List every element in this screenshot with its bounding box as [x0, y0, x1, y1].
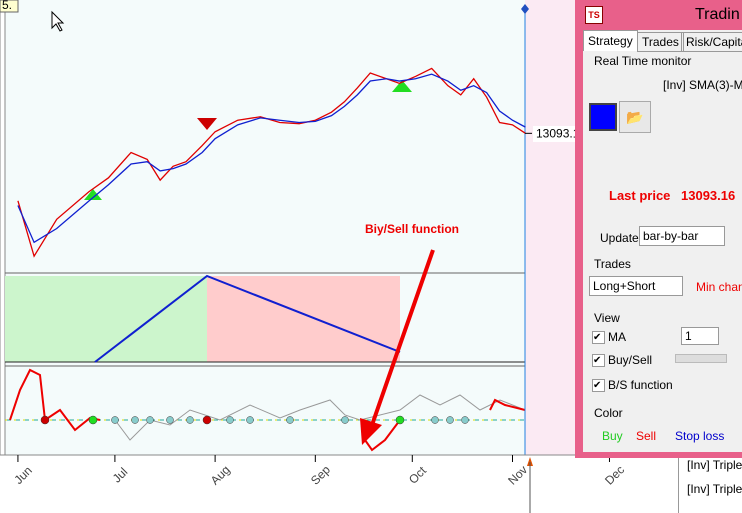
- slider[interactable]: [675, 354, 727, 363]
- window-title: Tradin: [695, 6, 740, 23]
- long-zone: [5, 276, 207, 362]
- dot: [111, 416, 119, 424]
- corner-box: [0, 0, 19, 13]
- mouse-cursor: [51, 10, 65, 32]
- checkbox[interactable]: ✔: [592, 331, 605, 344]
- checkbox-label: Buy/Sell: [608, 353, 653, 367]
- oscillator-red: [364, 419, 401, 452]
- buy-color[interactable]: Buy: [602, 429, 623, 443]
- group-label: View: [594, 311, 620, 325]
- sell-dot: [40, 415, 50, 425]
- checkbox-label: MA: [608, 330, 626, 344]
- price-line: [17, 73, 526, 244]
- dot: [146, 416, 154, 424]
- annotation-arrowhead: [360, 418, 382, 445]
- client: Strategy Trades Risk/Capita Real Time mo…: [583, 30, 742, 452]
- checkbox[interactable]: ✔: [592, 354, 605, 367]
- group-label: Real Time monitor: [594, 54, 692, 68]
- dot: [461, 416, 469, 424]
- dot: [431, 416, 439, 424]
- checkbox-label: B/S function: [608, 378, 673, 392]
- oscillator-gray: [114, 394, 526, 441]
- last-price-label: Last price: [609, 188, 671, 203]
- list: [Inv] Triple N [Inv] Triple N: [678, 458, 742, 513]
- ma-spinner[interactable]: 1: [681, 327, 719, 345]
- last-value-label: 13093.1: [536, 126, 580, 140]
- dot: [186, 416, 194, 424]
- price-tag-bg: [533, 126, 575, 142]
- open-button[interactable]: 📂: [619, 101, 651, 133]
- left-scale: [0, 0, 6, 456]
- sell-dot: [202, 415, 212, 425]
- list-row[interactable]: [Inv] Triple N: [687, 458, 742, 472]
- tab[interactable]: Risk/Capita: [681, 32, 742, 52]
- oscillator-red: [489, 398, 526, 411]
- trades-select[interactable]: Long+Short: [589, 276, 683, 296]
- update-label: Update: [600, 231, 639, 245]
- update-select[interactable]: bar-by-bar: [639, 226, 725, 246]
- app-icon: TS: [585, 6, 603, 24]
- min-change: Min chang: [696, 280, 742, 294]
- stop-color[interactable]: Stop loss: [675, 429, 725, 443]
- dot: [286, 416, 294, 424]
- signal-dots: [40, 415, 469, 425]
- window: TS Tradin Strategy Trades Risk/Capita Re…: [575, 0, 742, 458]
- sell-color[interactable]: Sell: [636, 429, 657, 443]
- cursor-handle: [521, 4, 529, 14]
- buy-marker: [84, 189, 102, 200]
- buy-dot: [88, 415, 98, 425]
- checkbox[interactable]: ✔: [592, 379, 605, 392]
- x-axis-bg: [0, 455, 742, 513]
- short-zone: [207, 276, 400, 362]
- dot: [131, 416, 139, 424]
- group-label: Color: [594, 406, 623, 420]
- group-label: Trades: [594, 257, 631, 271]
- buy-marker: [392, 80, 412, 92]
- annotation: Biy/Sell function: [365, 222, 459, 236]
- last-price: 13093.16: [681, 188, 736, 203]
- tab[interactable]: Trades: [637, 32, 684, 52]
- dot: [226, 416, 234, 424]
- dot: [166, 416, 174, 424]
- dot: [246, 416, 254, 424]
- dot: [446, 416, 454, 424]
- now-marker: [527, 457, 533, 466]
- equity-line: [94, 274, 401, 363]
- color-button[interactable]: [589, 103, 617, 131]
- corner-label: 5.: [2, 0, 12, 12]
- strategy-name: [Inv] SMA(3)-MA: [663, 78, 742, 92]
- tab[interactable]: Strategy: [583, 30, 638, 51]
- annotation-arrow: [370, 249, 435, 426]
- sell-marker: [197, 118, 217, 130]
- buy-dot: [395, 415, 405, 425]
- list-row[interactable]: [Inv] Triple N: [687, 482, 742, 496]
- dot: [341, 416, 349, 424]
